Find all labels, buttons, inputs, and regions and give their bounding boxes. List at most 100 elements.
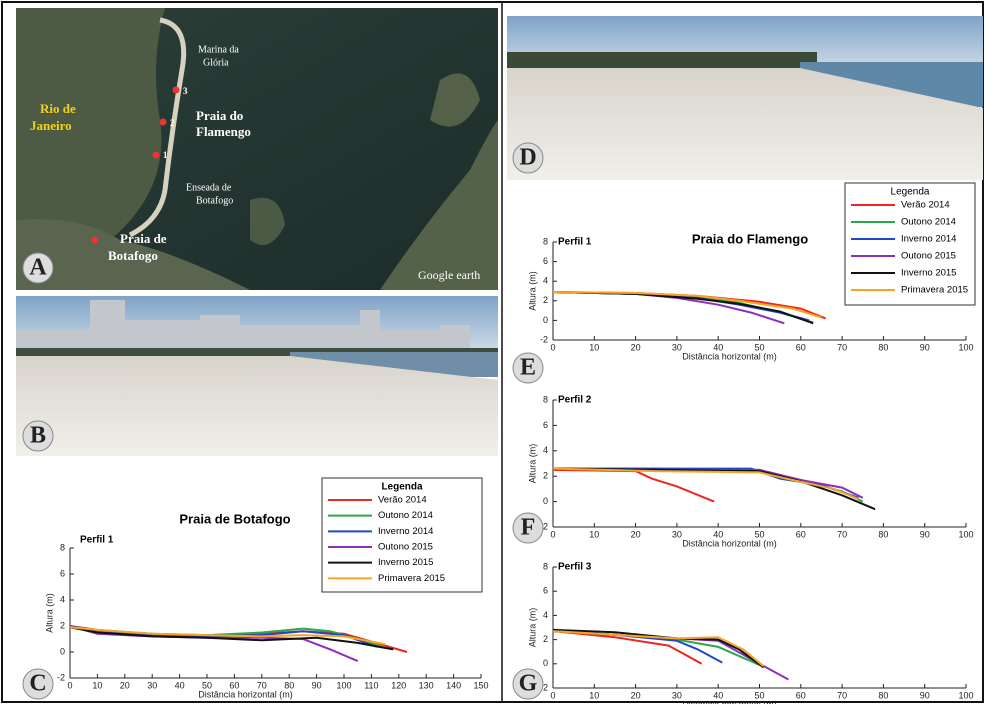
photo-panel: B — [16, 296, 498, 456]
y-axis-label: Altura (m) — [527, 608, 537, 648]
legend-label: Outono 2015 — [901, 251, 956, 262]
x-tick-label: 70 — [837, 529, 847, 539]
x-tick-label: 40 — [175, 680, 185, 690]
legend-label: Inverno 2014 — [901, 234, 956, 245]
page: 3 2 1 Marina da Glória Praia do Flamengo… — [0, 0, 985, 709]
map-label: Praia do — [196, 108, 243, 123]
y-tick-label: 8 — [543, 561, 548, 571]
x-tick-label: 140 — [446, 680, 461, 690]
chart-title: Praia do Flamengo — [692, 231, 808, 246]
panel-letter: F — [521, 515, 536, 541]
x-tick-label: 120 — [391, 680, 406, 690]
map-label: Glória — [203, 57, 229, 68]
map-label: Rio de — [40, 101, 76, 116]
map-label: Botafogo — [196, 195, 233, 206]
profile-line — [553, 292, 813, 323]
x-tick-label: 90 — [920, 529, 930, 539]
panel-letter: G — [519, 671, 538, 697]
x-tick-label: 150 — [473, 680, 488, 690]
y-tick-label: 6 — [543, 586, 548, 596]
x-tick-label: 10 — [92, 680, 102, 690]
figure: 3 2 1 Marina da Glória Praia do Flamengo… — [0, 0, 985, 704]
y-tick-label: 0 — [543, 496, 548, 506]
y-axis-label: Altura (m) — [527, 271, 537, 311]
map-credit: Google earth — [418, 268, 480, 282]
x-tick-label: 80 — [878, 529, 888, 539]
x-tick-label: 20 — [631, 529, 641, 539]
y-axis-label: Altura (m) — [527, 444, 537, 484]
x-tick-label: 130 — [419, 680, 434, 690]
legend-label: Inverno 2015 — [378, 557, 433, 568]
x-axis-label: Distância horizontal (m) — [682, 538, 777, 548]
legend-label: Outono 2015 — [378, 542, 433, 553]
map-label: Marina da — [198, 44, 239, 55]
y-tick-label: 2 — [60, 620, 65, 630]
y-tick-label: 2 — [543, 295, 548, 305]
profile-line — [553, 469, 875, 510]
legend-label: Inverno 2014 — [378, 526, 433, 537]
panel-letter: D — [519, 145, 536, 171]
x-tick-label: 30 — [672, 342, 682, 352]
x-tick-label: 0 — [550, 690, 555, 700]
x-tick-label: 110 — [364, 680, 378, 690]
y-tick-label: 6 — [543, 256, 548, 266]
legend-label: Outono 2014 — [378, 510, 433, 521]
profile-line — [553, 470, 714, 502]
x-tick-label: 100 — [958, 342, 973, 352]
x-tick-label: 30 — [147, 680, 157, 690]
point-label: 1 — [163, 150, 168, 160]
y-tick-label: 0 — [543, 658, 548, 668]
x-axis-label: Distância horizontal (m) — [198, 689, 293, 699]
map-point — [92, 237, 99, 244]
y-tick-label: 2 — [543, 471, 548, 481]
chart-subtitle: Perfil 2 — [558, 395, 592, 406]
x-axis-label: Distância horizontal (m) — [682, 351, 777, 361]
map-label: Flamengo — [196, 124, 251, 139]
map-point — [173, 87, 180, 94]
map-label: Janeiro — [30, 118, 72, 133]
x-tick-label: 80 — [878, 342, 888, 352]
photo-trees — [507, 52, 817, 68]
y-tick-label: 0 — [60, 646, 65, 656]
x-tick-label: 10 — [589, 342, 599, 352]
x-tick-label: 10 — [589, 529, 599, 539]
panel-letter: B — [30, 423, 46, 449]
x-tick-label: 100 — [958, 529, 973, 539]
chart: 0102030405060708090100-202468Distância h… — [513, 394, 974, 548]
y-tick-label: 6 — [543, 420, 548, 430]
y-tick-label: 4 — [543, 276, 548, 286]
x-tick-label: 30 — [672, 529, 682, 539]
x-tick-label: 70 — [837, 342, 847, 352]
y-tick-label: -2 — [540, 334, 548, 344]
y-tick-label: 4 — [543, 610, 548, 620]
x-tick-label: 20 — [631, 690, 641, 700]
map-point — [160, 119, 167, 126]
y-tick-label: 8 — [543, 394, 548, 404]
y-tick-label: -2 — [57, 672, 65, 682]
x-tick-label: 100 — [958, 690, 973, 700]
x-tick-label: 80 — [878, 690, 888, 700]
profile-line — [70, 627, 385, 644]
point-label: 2 — [170, 118, 175, 128]
legend-label: Inverno 2015 — [901, 268, 956, 279]
y-tick-label: 2 — [543, 634, 548, 644]
photo-panel: D — [507, 16, 983, 180]
panel-letter: E — [520, 355, 536, 381]
y-tick-label: 4 — [60, 594, 65, 604]
legend-label: Primavera 2015 — [901, 285, 968, 296]
legend-label: Verão 2014 — [901, 200, 950, 211]
x-tick-label: 20 — [120, 680, 130, 690]
panel-letter: A — [29, 255, 47, 281]
legend-title: Legenda — [891, 187, 930, 198]
chart-subtitle: Perfil 1 — [80, 535, 114, 546]
profile-line — [553, 469, 859, 500]
y-axis-label: Altura (m) — [44, 593, 54, 633]
x-tick-label: 90 — [920, 690, 930, 700]
x-tick-label: 0 — [550, 529, 555, 539]
y-tick-label: 0 — [543, 315, 548, 325]
map-label: Botafogo — [108, 248, 158, 263]
x-tick-label: 10 — [589, 690, 599, 700]
x-tick-label: 100 — [336, 680, 351, 690]
